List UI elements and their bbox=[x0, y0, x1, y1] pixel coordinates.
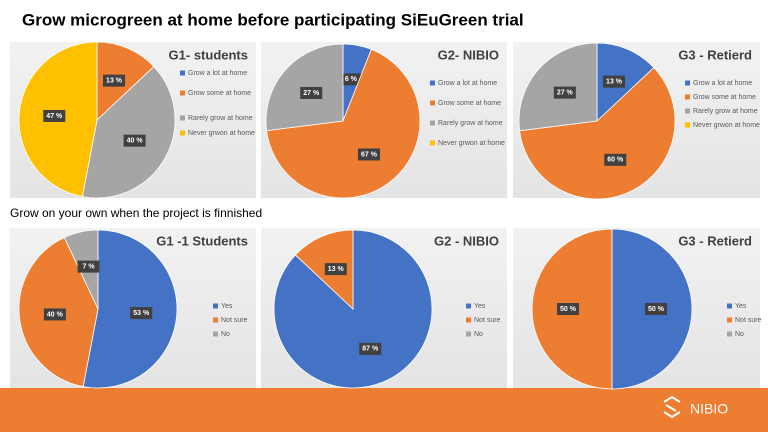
data-label: 67 % bbox=[361, 151, 378, 158]
legend-swatch bbox=[180, 115, 185, 121]
legend-swatch bbox=[430, 80, 435, 86]
data-label-box bbox=[645, 303, 667, 315]
data-label-box bbox=[130, 307, 153, 320]
chart-title: G2- NIBIO bbox=[438, 47, 499, 62]
legend-swatch bbox=[727, 303, 732, 309]
chart-title: G3 - Retierd bbox=[678, 233, 752, 248]
legend-swatch bbox=[685, 108, 690, 114]
legend-label: Grow some at home bbox=[188, 90, 251, 97]
legend-swatch bbox=[466, 317, 471, 323]
legend-label: No bbox=[474, 331, 483, 338]
legend-label: Never grwon at home bbox=[438, 140, 505, 147]
legend-swatch bbox=[466, 331, 471, 337]
chart-title: G3 - Retierd bbox=[678, 47, 752, 62]
legend-swatch bbox=[685, 80, 690, 86]
data-label-box bbox=[604, 153, 627, 166]
logo-icon bbox=[663, 395, 681, 419]
data-label: 27 % bbox=[557, 89, 574, 96]
legend-swatch bbox=[213, 303, 218, 309]
data-label-box bbox=[359, 342, 382, 355]
slide-title: Grow microgreen at home before participa… bbox=[22, 10, 524, 29]
pie-slice bbox=[96, 41, 155, 121]
data-label: 50 % bbox=[560, 306, 577, 313]
pie-slice bbox=[519, 67, 676, 200]
legend-label: Never grwon at home bbox=[693, 122, 760, 129]
legend-label: Grow some at home bbox=[438, 100, 501, 107]
legend-label: Grow a lot at home bbox=[438, 80, 497, 87]
data-label-box bbox=[553, 86, 576, 99]
legend-label: No bbox=[221, 331, 230, 338]
section-title: Grow on your own when the project is fin… bbox=[10, 206, 262, 220]
data-label-box bbox=[603, 75, 626, 88]
data-label: 53 % bbox=[133, 310, 150, 317]
legend-label: Not sure bbox=[221, 317, 248, 324]
pie-slice bbox=[82, 229, 178, 389]
footer-band bbox=[0, 388, 768, 432]
legend-swatch bbox=[685, 122, 690, 128]
legend-label: Rarely grow at home bbox=[188, 115, 253, 122]
pie-slice bbox=[266, 48, 421, 199]
chart-title: G1- students bbox=[169, 47, 248, 62]
data-label: 7 % bbox=[82, 263, 95, 270]
data-label-box bbox=[557, 303, 579, 315]
legend-label: Rarely grow at home bbox=[693, 108, 758, 115]
legend-label: Grow a lot at home bbox=[188, 70, 247, 77]
data-label: 13 % bbox=[106, 77, 123, 84]
legend-label: Grow some at home bbox=[693, 94, 756, 101]
legend-label: Not sure bbox=[735, 317, 762, 324]
chart-title: G1 -1 Students bbox=[156, 233, 248, 248]
data-label-box bbox=[324, 263, 347, 276]
legend-swatch bbox=[213, 331, 218, 337]
legend-swatch bbox=[430, 100, 435, 106]
legend-swatch bbox=[430, 120, 435, 126]
pie-slice bbox=[294, 229, 354, 310]
legend-swatch bbox=[685, 94, 690, 100]
legend-swatch bbox=[213, 317, 218, 323]
legend-swatch bbox=[430, 140, 435, 146]
data-label: 87 % bbox=[362, 346, 379, 353]
data-label: 60 % bbox=[607, 157, 624, 164]
legend-label: Yes bbox=[474, 303, 486, 310]
data-label: 50 % bbox=[648, 306, 665, 313]
legend-swatch bbox=[727, 331, 732, 337]
legend-label: Rarely grow at home bbox=[438, 120, 503, 127]
data-label-box bbox=[123, 134, 146, 147]
data-label: 6 % bbox=[345, 76, 358, 83]
legend-label: Yes bbox=[221, 303, 233, 310]
data-label: 27 % bbox=[303, 90, 320, 97]
data-label: 47 % bbox=[46, 113, 63, 120]
data-label-box bbox=[357, 148, 380, 161]
data-label-box bbox=[300, 86, 323, 99]
data-label-box bbox=[43, 308, 66, 321]
pie-slice bbox=[596, 42, 655, 122]
data-label-box bbox=[43, 109, 66, 122]
legend-label: Yes bbox=[735, 303, 747, 310]
data-label-box bbox=[77, 260, 100, 273]
legend-swatch bbox=[180, 70, 185, 76]
legend-swatch bbox=[180, 90, 185, 96]
chart-title: G2 - NIBIO bbox=[434, 233, 499, 248]
pie-slice bbox=[81, 66, 176, 199]
data-label: 13 % bbox=[606, 78, 623, 85]
logo-text: NIBIO bbox=[690, 401, 728, 417]
legend-swatch bbox=[727, 317, 732, 323]
legend-swatch bbox=[180, 130, 185, 136]
legend-swatch bbox=[466, 303, 471, 309]
legend-label: Grow a lot at home bbox=[693, 80, 752, 87]
legend-label: Never grwon at home bbox=[188, 130, 255, 137]
data-label: 13 % bbox=[328, 266, 345, 273]
data-label: 40 % bbox=[47, 311, 64, 318]
legend-label: Not sure bbox=[474, 317, 501, 324]
data-label: 40 % bbox=[127, 138, 144, 145]
data-label-box bbox=[339, 73, 362, 86]
legend-label: No bbox=[735, 331, 744, 338]
data-label-box bbox=[103, 74, 126, 87]
